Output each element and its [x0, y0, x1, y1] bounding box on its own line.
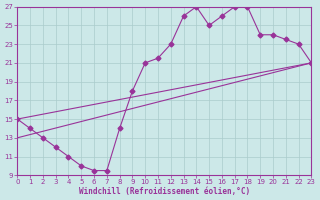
X-axis label: Windchill (Refroidissement éolien,°C): Windchill (Refroidissement éolien,°C)	[79, 187, 250, 196]
